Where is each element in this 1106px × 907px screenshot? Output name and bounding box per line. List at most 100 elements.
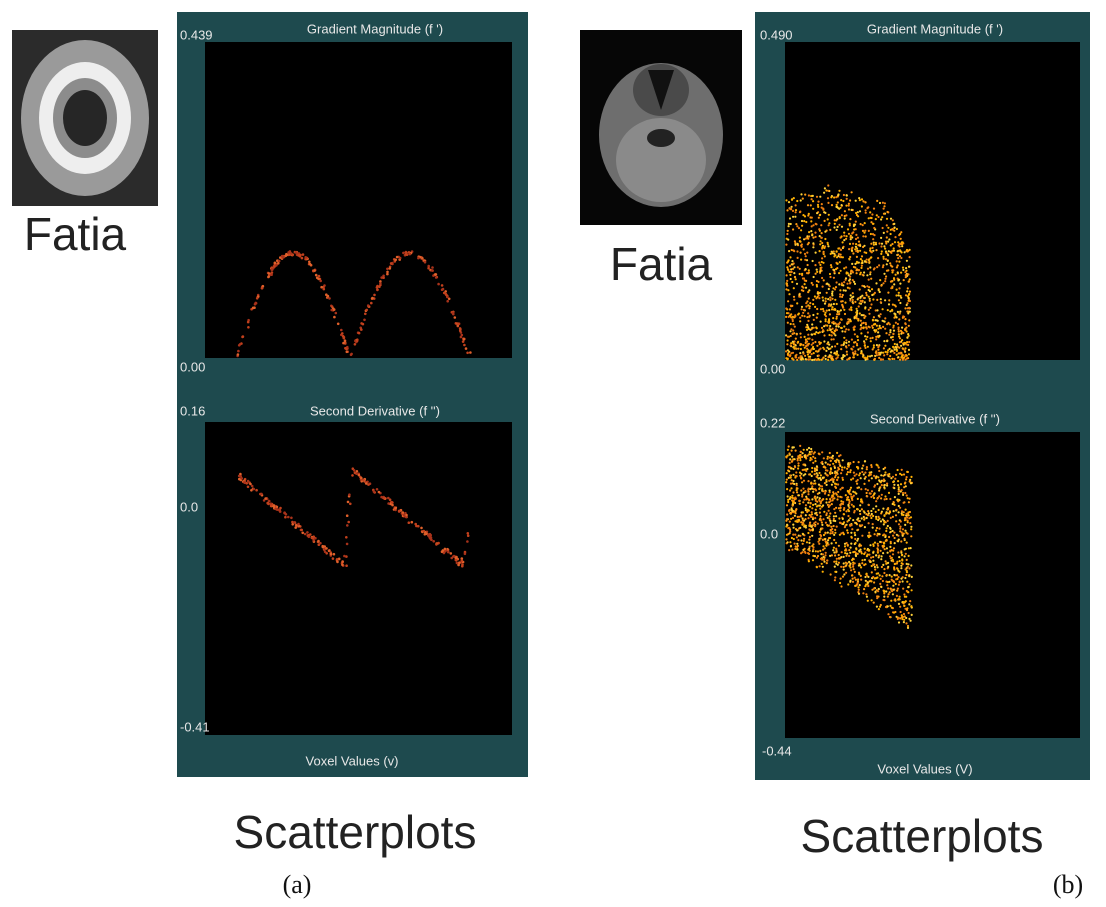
dot xyxy=(899,255,901,257)
dot xyxy=(905,596,907,598)
dot xyxy=(858,474,860,476)
dot xyxy=(901,489,903,491)
dot xyxy=(290,517,293,520)
dot xyxy=(809,522,811,524)
dot xyxy=(461,559,464,562)
dot xyxy=(846,359,848,361)
dot xyxy=(854,510,856,512)
dot xyxy=(807,344,809,346)
dot xyxy=(860,477,862,479)
dot xyxy=(792,216,794,218)
dot xyxy=(859,250,861,252)
dot xyxy=(898,584,900,586)
dot xyxy=(791,263,793,265)
dot xyxy=(819,508,821,510)
dot xyxy=(877,572,879,574)
dot xyxy=(319,542,322,545)
dot xyxy=(786,274,788,276)
dot xyxy=(799,211,801,213)
dot xyxy=(869,211,871,213)
dot xyxy=(794,466,796,468)
dot xyxy=(878,357,880,359)
dot xyxy=(890,336,892,338)
dot xyxy=(450,557,453,560)
dot xyxy=(808,194,810,196)
dot xyxy=(853,472,855,474)
dot xyxy=(427,267,430,270)
dot xyxy=(910,535,912,537)
dot xyxy=(292,253,295,256)
dot xyxy=(798,357,800,359)
dot xyxy=(895,305,897,307)
dot xyxy=(849,463,851,465)
dot xyxy=(874,591,876,593)
dot xyxy=(877,545,879,547)
dot xyxy=(834,308,836,310)
dot xyxy=(833,515,835,517)
dot xyxy=(311,537,314,540)
dot xyxy=(444,548,447,551)
dot xyxy=(237,350,240,353)
dot xyxy=(875,282,877,284)
dot xyxy=(880,298,882,300)
dot xyxy=(798,500,800,502)
dot xyxy=(880,358,882,360)
dot xyxy=(840,249,842,251)
dot xyxy=(881,555,883,557)
dot xyxy=(843,281,845,283)
caption: Scatterplots xyxy=(234,806,477,858)
dot xyxy=(791,358,793,360)
y-max-label: 0.490 xyxy=(760,27,793,42)
dot xyxy=(792,524,794,526)
dot xyxy=(829,490,831,492)
dot xyxy=(387,502,390,505)
dot xyxy=(842,241,844,243)
dot xyxy=(894,349,896,351)
dot xyxy=(848,329,850,331)
dot xyxy=(848,358,850,360)
dot xyxy=(861,265,863,267)
dot xyxy=(849,552,851,554)
dot xyxy=(786,280,788,282)
dot xyxy=(847,583,849,585)
dot xyxy=(815,273,817,275)
dot xyxy=(834,467,836,469)
dot xyxy=(859,245,861,247)
dot xyxy=(830,264,832,266)
dot xyxy=(848,208,850,210)
dot xyxy=(857,517,859,519)
dot xyxy=(811,198,813,200)
dot xyxy=(891,266,893,268)
dot xyxy=(857,479,859,481)
dot xyxy=(811,511,813,513)
dot xyxy=(862,235,864,237)
dot xyxy=(887,309,889,311)
dot xyxy=(897,500,899,502)
dot xyxy=(794,534,796,536)
dot xyxy=(813,352,815,354)
dot xyxy=(829,276,831,278)
dot xyxy=(852,566,854,568)
dot xyxy=(848,233,850,235)
dot xyxy=(791,271,793,273)
dot xyxy=(812,284,814,286)
dot xyxy=(803,220,805,222)
dot xyxy=(863,519,865,521)
dot xyxy=(831,306,833,308)
dot xyxy=(818,543,820,545)
dot xyxy=(881,243,883,245)
dot xyxy=(872,560,874,562)
dot xyxy=(903,486,905,488)
dot xyxy=(906,513,908,515)
dot xyxy=(826,292,828,294)
dot xyxy=(901,554,903,556)
dot xyxy=(792,517,794,519)
dot xyxy=(830,196,832,198)
dot xyxy=(856,272,858,274)
dot xyxy=(822,549,824,551)
dot xyxy=(816,501,818,503)
dot xyxy=(897,480,899,482)
dot xyxy=(466,540,469,543)
dot xyxy=(899,581,901,583)
dot xyxy=(346,351,349,354)
